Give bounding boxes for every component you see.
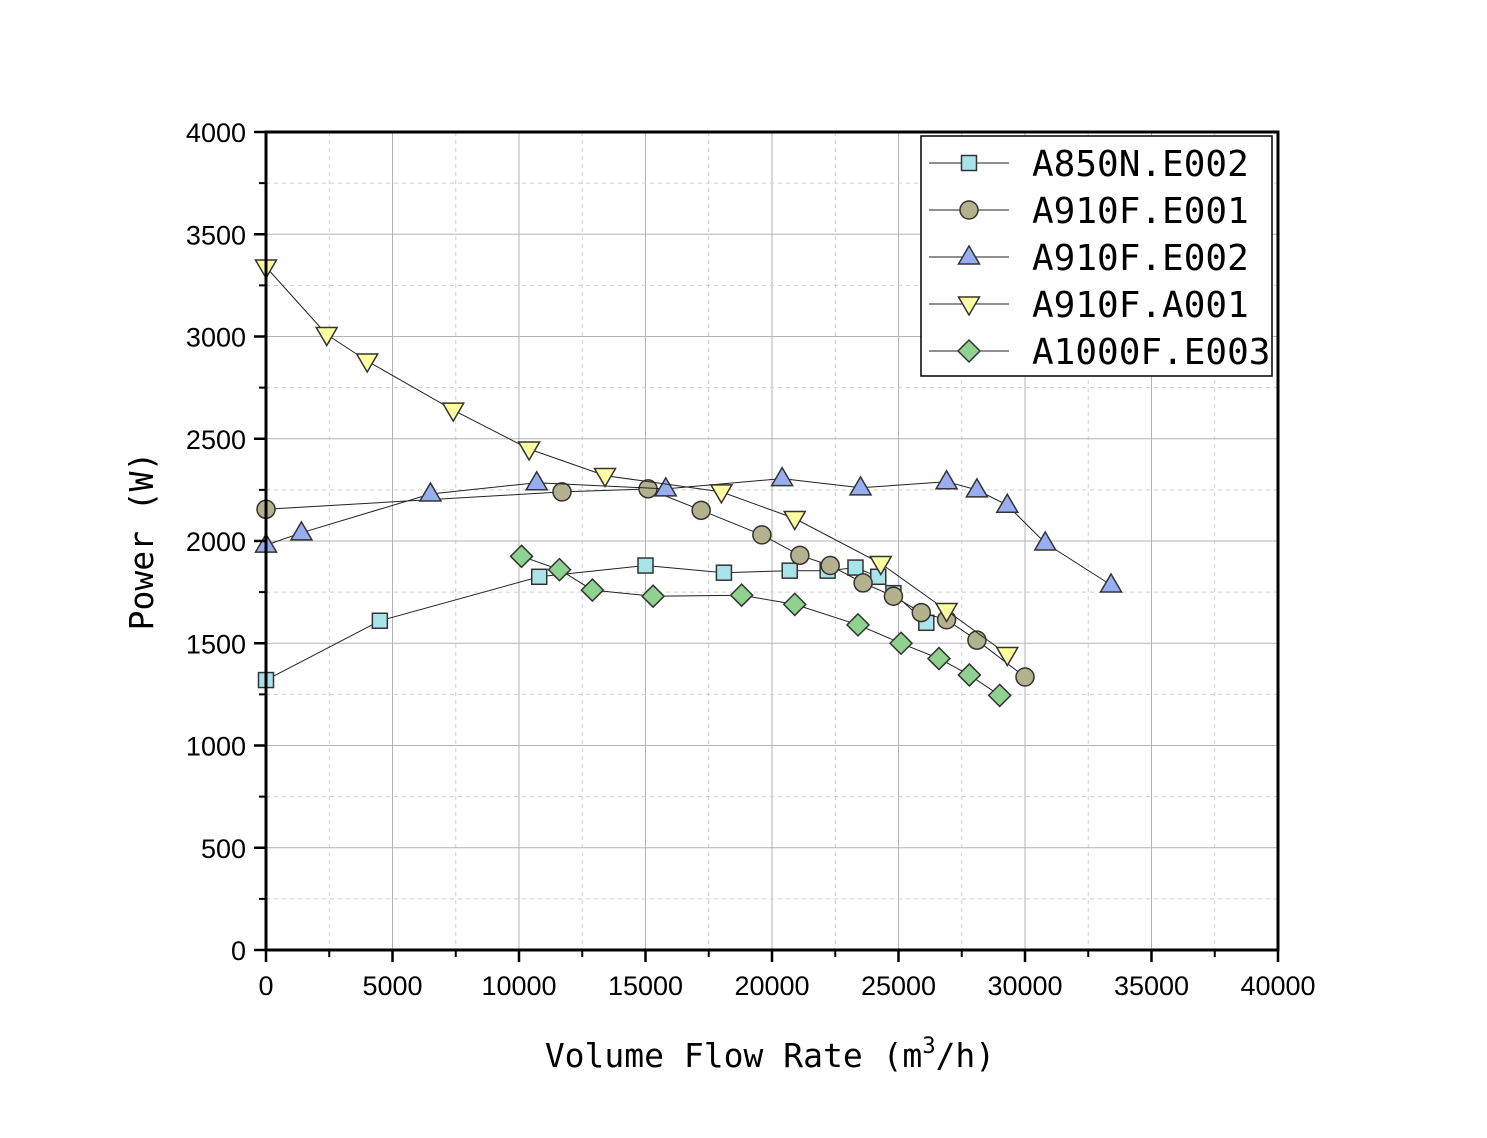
- data-point: [911, 602, 932, 623]
- data-point: [524, 470, 549, 491]
- data-point: [641, 584, 666, 609]
- y-tick-label: 4000: [186, 118, 246, 148]
- data-point: [1015, 667, 1035, 687]
- axis-tick-labels: 0 5000 10000 15000 20000 25000 30000 35000 40000…: [186, 118, 1316, 1001]
- data-point: [509, 544, 534, 569]
- y-tick-label: 1000: [186, 732, 246, 762]
- data-point: [967, 630, 987, 650]
- legend-label: A910F.E001: [1032, 191, 1249, 232]
- legend-marker: [956, 338, 982, 364]
- data-point: [848, 475, 873, 496]
- legend-label: A1000F.E003: [1032, 332, 1270, 373]
- data-point: [934, 602, 959, 624]
- data-point: [441, 402, 466, 423]
- data-point: [691, 500, 711, 521]
- data-point: [355, 353, 380, 374]
- y-tick-label: 3000: [186, 323, 246, 353]
- data-point: [847, 559, 864, 576]
- legend-label: A910F.A001: [1032, 285, 1249, 326]
- legend-entry: A910F.E001: [929, 191, 1249, 232]
- data-point: [965, 477, 989, 498]
- data-point: [883, 586, 904, 606]
- data-point: [820, 555, 840, 576]
- x-tick-label: 25000: [861, 971, 936, 1001]
- data-point: [1099, 572, 1123, 593]
- x-tick-label: 20000: [734, 971, 809, 1001]
- data-point: [637, 557, 654, 574]
- x-tick-label: 10000: [481, 971, 556, 1001]
- data-point: [530, 568, 548, 586]
- data-point: [845, 612, 871, 637]
- data-point: [782, 510, 807, 531]
- data-point: [995, 646, 1020, 667]
- y-tick-label: 2500: [186, 425, 246, 455]
- data-point: [653, 476, 678, 497]
- data-point: [752, 525, 772, 545]
- data-point: [782, 592, 807, 617]
- data-point: [547, 557, 572, 582]
- series-3: [254, 259, 1020, 667]
- x-tick-label: 15000: [608, 971, 683, 1001]
- legend-entry: A850N.E002: [929, 144, 1249, 185]
- series-4: [509, 544, 1012, 708]
- x-tick-label: 0: [258, 971, 273, 1001]
- data-point: [289, 520, 314, 541]
- data-point: [926, 646, 952, 671]
- data-point: [1033, 530, 1058, 551]
- data-point: [888, 631, 914, 656]
- data-point: [781, 562, 798, 579]
- x-axis-title: Volume Flow Rate (m3/h): [545, 1034, 995, 1075]
- y-axis-title: Power (W): [122, 452, 161, 631]
- data-point: [552, 482, 572, 502]
- data-point: [709, 484, 734, 505]
- y-tick-label: 0: [231, 936, 246, 966]
- axis-ticks: [254, 130, 1280, 962]
- legend-label: A910F.E002: [1032, 238, 1249, 279]
- y-tick-label: 1500: [186, 629, 246, 659]
- series-2: [254, 466, 1123, 593]
- data-point: [593, 467, 617, 489]
- y-tick-label: 500: [201, 834, 246, 864]
- data-point: [729, 583, 754, 608]
- y-tick-label: 2000: [186, 527, 246, 557]
- data-point: [995, 492, 1020, 513]
- legend: A850N.E002 A910F.E001 A910F.E002 A910F.A001…: [920, 135, 1273, 377]
- y-tick-label: 3500: [186, 220, 246, 250]
- data-point: [987, 683, 1012, 708]
- data-point: [715, 564, 733, 581]
- legend-box: [920, 135, 1273, 377]
- data-point: [770, 466, 794, 487]
- legend-marker: [957, 244, 981, 265]
- data-point: [957, 662, 982, 688]
- data-point: [853, 573, 873, 593]
- legend-marker: [960, 154, 978, 172]
- legend-marker: [957, 296, 981, 317]
- data-point: [517, 441, 541, 462]
- data-point: [790, 545, 810, 566]
- series-layer: [254, 259, 1123, 708]
- legend-marker: [959, 200, 979, 220]
- legend-entry: A910F.E002: [929, 238, 1249, 279]
- data-point: [371, 612, 389, 630]
- legend-entry: A910F.A001: [929, 285, 1249, 326]
- data-point: [580, 578, 605, 603]
- legend-entry: A1000F.E003: [929, 332, 1270, 373]
- x-tick-label: 35000: [1114, 971, 1189, 1001]
- data-point: [868, 555, 893, 576]
- data-point: [314, 326, 339, 347]
- series-0: [257, 557, 935, 689]
- x-tick-label: 5000: [362, 971, 422, 1001]
- data-point: [934, 469, 959, 490]
- data-point: [418, 481, 443, 502]
- x-tick-label: 30000: [987, 971, 1062, 1001]
- legend-label: A850N.E002: [1032, 144, 1249, 185]
- x-tick-label: 40000: [1240, 971, 1315, 1001]
